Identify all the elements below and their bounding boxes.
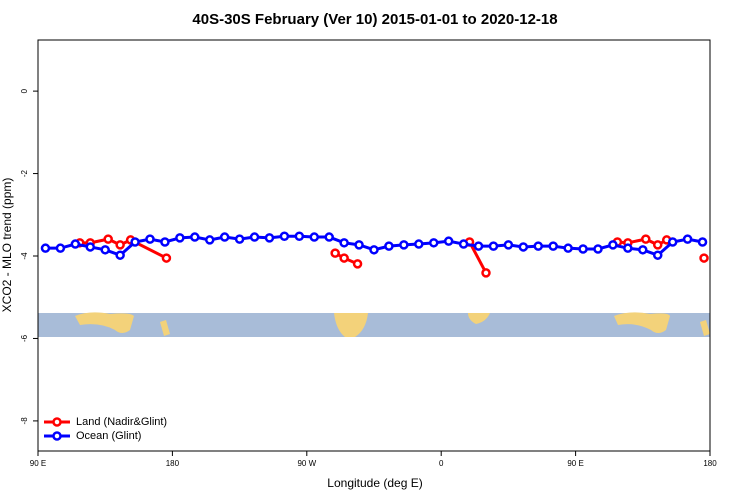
data-point bbox=[161, 253, 172, 263]
y-axis-label: XCO2 - MLO trend (ppm) bbox=[0, 178, 14, 313]
series-line bbox=[468, 241, 488, 274]
data-point bbox=[103, 234, 113, 244]
chart-title: 40S-30S February (Ver 10) 2015-01-01 to … bbox=[192, 11, 557, 28]
data-point bbox=[40, 243, 51, 253]
data-point bbox=[638, 245, 648, 255]
data-point bbox=[279, 231, 290, 241]
data-point bbox=[563, 243, 573, 253]
data-point bbox=[443, 236, 454, 246]
data-point bbox=[697, 237, 708, 247]
x-tick-label: 0 bbox=[439, 459, 444, 468]
data-point bbox=[352, 259, 363, 269]
map-strip bbox=[38, 312, 710, 337]
data-point bbox=[384, 241, 394, 251]
data-point bbox=[55, 243, 66, 253]
y-tick-label: -4 bbox=[20, 252, 29, 260]
data-point bbox=[488, 241, 499, 251]
legend-marker bbox=[52, 431, 62, 441]
y-tick-label: -2 bbox=[20, 169, 29, 177]
data-point bbox=[339, 253, 349, 263]
data-point bbox=[204, 235, 215, 245]
data-point bbox=[414, 239, 424, 249]
data-point bbox=[330, 248, 340, 258]
data-point bbox=[652, 250, 663, 260]
x-tick-label: 90 W bbox=[297, 459, 316, 468]
data-point bbox=[294, 231, 305, 241]
x-axis-label: Longitude (deg E) bbox=[327, 476, 422, 490]
data-point bbox=[85, 242, 96, 252]
y-tick-label: -8 bbox=[20, 417, 29, 425]
data-point bbox=[70, 239, 81, 249]
data-point bbox=[175, 233, 185, 243]
plot-frame bbox=[37, 39, 711, 452]
data-point bbox=[682, 234, 693, 244]
legend-label: Land (Nadir&Glint) bbox=[76, 416, 167, 428]
x-tick-label: 180 bbox=[166, 459, 180, 468]
data-point bbox=[518, 242, 529, 252]
data-point bbox=[324, 232, 334, 242]
data-point bbox=[623, 243, 633, 253]
data-point bbox=[115, 250, 125, 260]
data-point bbox=[339, 238, 349, 248]
data-point bbox=[160, 237, 170, 247]
data-point bbox=[533, 241, 544, 251]
data-point bbox=[578, 244, 588, 254]
data-point bbox=[234, 234, 245, 244]
data-point bbox=[100, 245, 110, 255]
data-point bbox=[190, 232, 200, 242]
data-point bbox=[428, 238, 439, 248]
x-tick-label: 90 E bbox=[30, 459, 46, 468]
data-point bbox=[264, 233, 275, 243]
data-point bbox=[473, 241, 484, 251]
legend-marker bbox=[52, 417, 62, 427]
legend-label: Ocean (Glint) bbox=[76, 430, 141, 442]
data-point bbox=[399, 240, 409, 250]
data-point bbox=[130, 237, 140, 247]
data-point bbox=[667, 237, 678, 247]
data-point bbox=[699, 253, 709, 263]
data-point bbox=[145, 234, 155, 244]
data-point bbox=[608, 240, 618, 250]
data-point bbox=[458, 239, 469, 249]
data-point bbox=[115, 240, 125, 250]
data-point bbox=[309, 232, 320, 242]
data-point bbox=[593, 244, 603, 254]
y-tick-label: 0 bbox=[20, 88, 29, 93]
data-point bbox=[652, 240, 663, 250]
data-point bbox=[354, 240, 364, 250]
data-point bbox=[219, 232, 230, 242]
data-point bbox=[548, 241, 558, 251]
data-point bbox=[369, 245, 379, 255]
data-point bbox=[641, 234, 651, 244]
x-tick-label: 90 E bbox=[567, 459, 583, 468]
x-tick-label: 180 bbox=[703, 459, 717, 468]
data-point bbox=[249, 232, 260, 242]
data-point bbox=[503, 240, 514, 250]
y-tick-label: -6 bbox=[20, 334, 29, 342]
data-point bbox=[481, 268, 491, 278]
